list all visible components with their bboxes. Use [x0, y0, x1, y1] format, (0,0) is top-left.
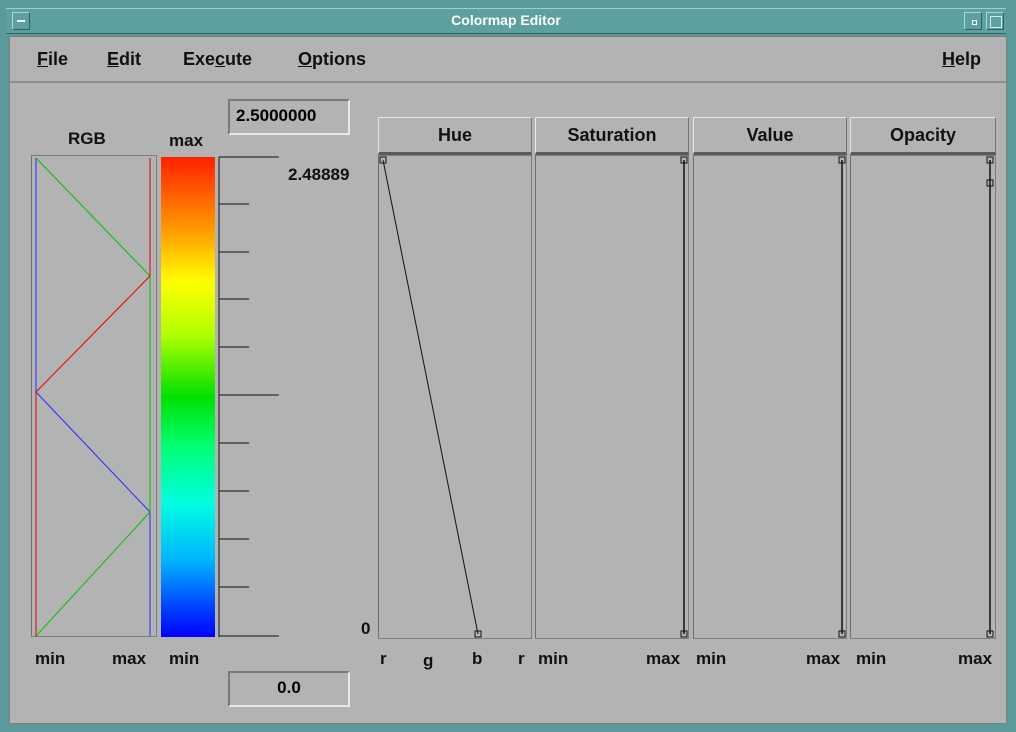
saturation-curve: [680, 156, 688, 638]
menu-options[interactable]: Options: [298, 49, 367, 69]
min-value-field[interactable]: 0.0: [228, 671, 350, 707]
saturation-max-label: max: [646, 649, 681, 668]
opacity-curve-plot[interactable]: [850, 155, 996, 639]
opacity-curve: [986, 156, 994, 638]
menu-file[interactable]: File: [37, 49, 69, 69]
saturation-bottom-handle[interactable]: [680, 630, 688, 638]
window-menu-button[interactable]: [12, 12, 30, 30]
colorbar: [161, 157, 215, 637]
menu-edit[interactable]: Edit: [107, 49, 142, 69]
hue-header[interactable]: Hue: [378, 117, 532, 155]
value-curve: [838, 156, 846, 638]
hue-tick-r1: r: [380, 649, 387, 668]
maximize-button[interactable]: [986, 12, 1004, 30]
saturation-curve-plot[interactable]: [535, 155, 689, 639]
menu-execute[interactable]: Execute: [183, 49, 253, 69]
blue-curve: [35, 158, 151, 636]
value-bottom-handle[interactable]: [838, 630, 846, 638]
opacity-top-handle[interactable]: [986, 156, 994, 164]
window-title: Colormap Editor: [451, 12, 561, 28]
hue-curve-plot[interactable]: [378, 155, 532, 639]
hue-bottom-handle[interactable]: [474, 630, 482, 638]
colorbar-min-label: min: [169, 649, 200, 668]
max-value-field[interactable]: 2.5000000: [228, 99, 350, 135]
value-curve-plot[interactable]: [693, 155, 847, 639]
opacity-bottom-handle[interactable]: [986, 630, 994, 638]
value-max-label: max: [806, 649, 841, 668]
minimize-button[interactable]: [964, 12, 982, 30]
value-min-label: min: [696, 649, 727, 668]
rgb-curve-plot[interactable]: [31, 155, 157, 637]
top-tick-label: 2.48889: [288, 165, 350, 184]
opacity-header[interactable]: Opacity: [850, 117, 996, 155]
opacity-min-label: min: [856, 649, 887, 668]
red-curve: [35, 158, 151, 636]
hue-top-handle[interactable]: [379, 156, 387, 164]
saturation-top-handle[interactable]: [680, 156, 688, 164]
hue-zero-label: 0: [361, 619, 371, 638]
hue-tick-b: b: [472, 649, 483, 668]
green-curve: [35, 157, 151, 637]
opacity-max-label: max: [958, 649, 993, 668]
saturation-header[interactable]: Saturation: [535, 117, 689, 155]
menu-bar: File Edit Execute Options Help: [10, 37, 1006, 83]
rgb-curves: [35, 157, 151, 637]
rgb-label: RGB: [68, 129, 106, 148]
rgb-min-label: min: [35, 649, 66, 668]
colorbar-axis: [218, 156, 279, 637]
client-area: File Edit Execute Options Help RGB min m…: [9, 36, 1007, 724]
hue-tick-g: g: [423, 651, 434, 670]
hue-curve: [379, 156, 482, 638]
rgb-max-label: max: [112, 649, 147, 668]
title-bar[interactable]: Colormap Editor: [6, 8, 1006, 34]
value-top-handle[interactable]: [838, 156, 846, 164]
opacity-mid-handle[interactable]: [986, 179, 994, 187]
saturation-min-label: min: [538, 649, 569, 668]
value-header[interactable]: Value: [693, 117, 847, 155]
menu-help[interactable]: Help: [942, 49, 982, 69]
colorbar-max-label: max: [169, 131, 204, 150]
hue-tick-r2: r: [518, 649, 525, 668]
